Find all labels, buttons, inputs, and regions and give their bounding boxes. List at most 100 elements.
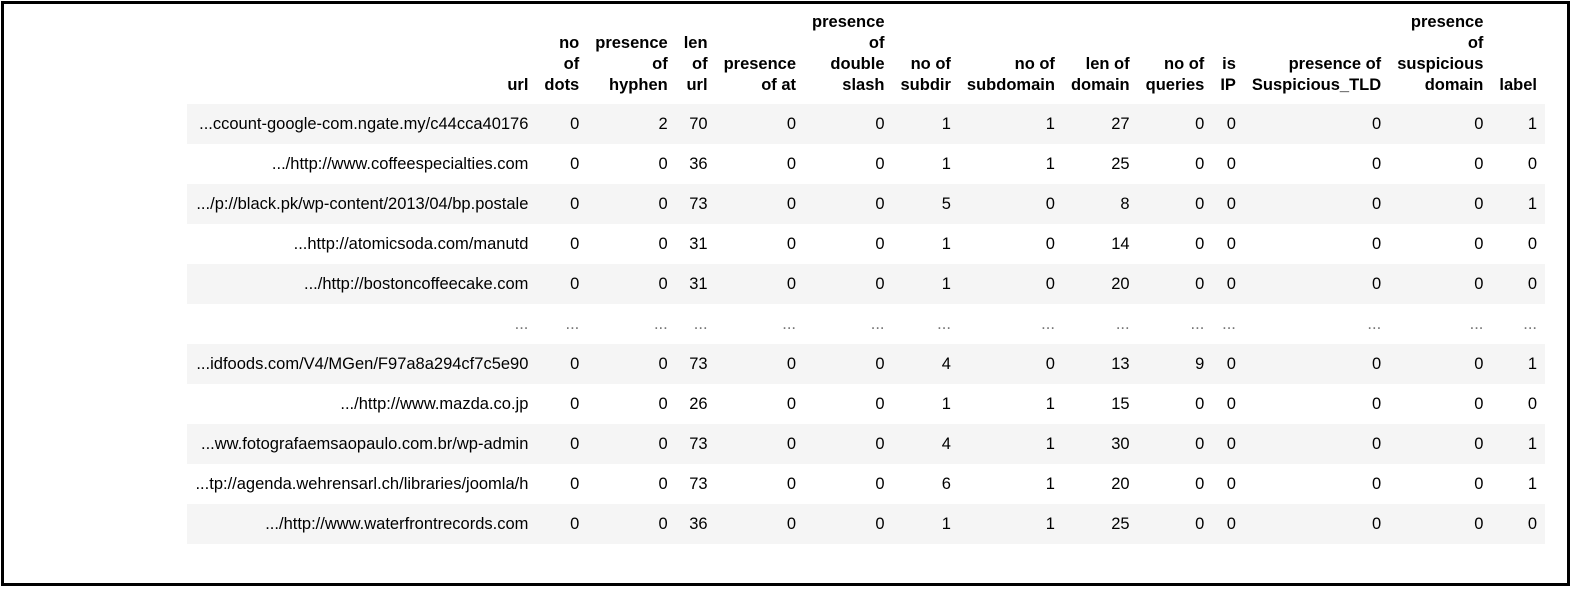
column-header-line: presence (723, 55, 797, 73)
table-cell: 0 (1195, 194, 1205, 213)
table-cell: 4 (941, 354, 951, 373)
table-cell: 0 (786, 194, 797, 213)
column-header-line: of at (761, 76, 797, 94)
table-cell: 0 (1226, 434, 1236, 453)
table-cell: 0 (1226, 234, 1236, 253)
table-row: p://black.pk/wp-content/2013/04/bp.posta… (187, 184, 1545, 224)
table-cell: 0 (1045, 194, 1055, 213)
table-cell: 73 (689, 474, 708, 493)
table-row: http://www.waterfrontrecords.com/... 0 0 36… (187, 504, 1545, 544)
table-cell: 1 (941, 514, 951, 533)
table-cell: 0 (570, 474, 580, 493)
table-cell: 26 (689, 394, 708, 413)
table-cell: 0 (1372, 354, 1382, 373)
column-header-line: url (507, 76, 529, 94)
table-row: tp://agenda.wehrensarl.ch/libraries/joom… (187, 464, 1545, 504)
table-row: ww.fotografaemsaopaulo.com.br/wp-admin..… (187, 424, 1545, 464)
table-cell: 0 (1372, 514, 1382, 533)
table-cell: 31 (689, 274, 708, 293)
table-cell: 2 (658, 114, 668, 133)
column-header: presence of double slash (804, 12, 892, 104)
column-header-line: presence (1410, 13, 1484, 31)
table-cell: 0 (1372, 474, 1382, 493)
table-cell: 1 (1527, 194, 1537, 213)
table-cell: 0 (570, 394, 580, 413)
table-cell: 0 (1226, 154, 1236, 173)
table-cell: 1 (941, 394, 951, 413)
table-cell: 0 (786, 234, 797, 253)
table-cell: 0 (875, 234, 885, 253)
table-cell: 36 (689, 514, 708, 533)
table-cell: 70 (689, 114, 708, 133)
column-header: label (1491, 12, 1545, 104)
table-cell: 1 (941, 274, 951, 293)
column-header-line: len of (1085, 55, 1130, 73)
table-row: http://www.coffeespecialties.com/... 0 0 36… (187, 144, 1545, 184)
table-header: url no of dots presence of hyphen len of url prese… (187, 12, 1545, 104)
table-cell: 0 (1195, 274, 1205, 293)
column-header-line: is (1222, 55, 1236, 73)
table-cell: 1 (1045, 394, 1055, 413)
table-row: ccount-google-com.ngate.my/c44cca40176..… (187, 104, 1545, 144)
table-body: ccount-google-com.ngate.my/c44cca40176..… (187, 104, 1545, 544)
table-cell: 0 (1045, 354, 1055, 373)
table-cell: 73 (689, 354, 708, 373)
table-cell: 0 (1474, 354, 1484, 373)
table-cell: 5 (941, 194, 951, 213)
table-cell: ... (565, 314, 580, 333)
table-cell: 1 (1527, 434, 1537, 453)
table-row: http://bostoncoffeecake.com/... 0 0 31 0 0 1 0 2… (187, 264, 1545, 304)
column-header-line: of (691, 55, 708, 73)
table-cell: 0 (786, 154, 797, 173)
column-header-line: subdir (900, 76, 951, 94)
table-cell: 13 (1111, 354, 1130, 373)
table-cell: 0 (1195, 474, 1205, 493)
table-cell: 0 (786, 434, 797, 453)
table-cell: 1 (1045, 514, 1055, 533)
table-cell: 0 (875, 354, 885, 373)
url-cell: ww.fotografaemsaopaulo.com.br/wp-admin..… (200, 434, 529, 453)
table-cell: 0 (658, 234, 668, 253)
table-cell: 0 (1226, 474, 1236, 493)
table-cell: 0 (786, 474, 797, 493)
table-cell: 25 (1111, 514, 1130, 533)
column-header: no of subdir (893, 12, 959, 104)
table-cell: 1 (1045, 154, 1055, 173)
table-cell: 0 (658, 514, 668, 533)
table-cell: 0 (1226, 194, 1236, 213)
table-cell: 6 (941, 474, 951, 493)
table-cell: 0 (570, 154, 580, 173)
table-cell: 0 (1527, 394, 1537, 413)
table-cell: 8 (1120, 194, 1130, 213)
column-header-line: of (1467, 34, 1484, 52)
table-cell: 15 (1111, 394, 1130, 413)
url-cell: p://black.pk/wp-content/2013/04/bp.posta… (196, 194, 529, 213)
column-header-line: hyphen (609, 76, 668, 94)
column-header-line: label (1499, 76, 1537, 94)
table-cell: 1 (1045, 474, 1055, 493)
table-cell: 0 (1372, 274, 1382, 293)
column-header-line: presence (595, 34, 668, 52)
table-cell: 0 (1474, 474, 1484, 493)
table-cell: 20 (1111, 474, 1130, 493)
column-header-line: slash (842, 76, 885, 94)
table-cell: ... (1222, 314, 1236, 333)
table-cell: 0 (1474, 394, 1484, 413)
table-cell: 0 (1195, 234, 1205, 253)
table-cell: 0 (658, 154, 668, 173)
table-cell: 0 (1527, 274, 1537, 293)
table-cell: 0 (570, 234, 580, 253)
table-cell: 0 (875, 474, 885, 493)
table-cell: 0 (1195, 114, 1205, 133)
table-cell: 0 (875, 514, 885, 533)
table-cell: 73 (689, 434, 708, 453)
table-cell: 31 (689, 234, 708, 253)
table-cell: 0 (786, 114, 797, 133)
table-cell: 1 (1527, 354, 1537, 373)
table-cell: ... (870, 314, 885, 333)
table-cell: 0 (658, 194, 668, 213)
column-header-line: no (559, 34, 580, 52)
column-header-line: domain (1424, 76, 1484, 94)
table-cell: 0 (1195, 434, 1205, 453)
column-header-line: Suspicious_TLD (1251, 76, 1382, 94)
